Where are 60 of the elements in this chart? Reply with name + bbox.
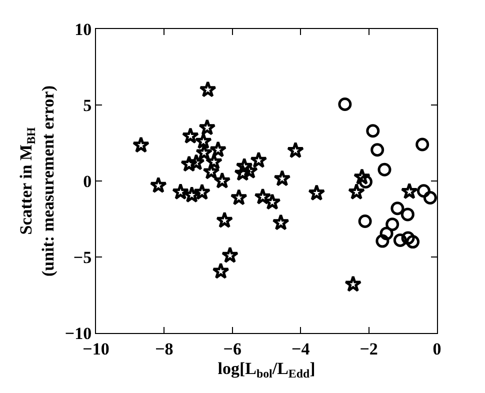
point bbox=[264, 193, 281, 210]
point bbox=[366, 124, 380, 138]
point bbox=[338, 97, 352, 111]
point bbox=[274, 170, 291, 186]
point bbox=[172, 183, 190, 200]
x-tick-label: −8 bbox=[155, 339, 174, 358]
point bbox=[416, 184, 430, 198]
point bbox=[202, 162, 220, 180]
x-axis-title: log[L$_{bol}$/L$_{Edd}$] bbox=[218, 358, 316, 380]
point bbox=[378, 162, 392, 176]
point bbox=[236, 158, 253, 174]
point bbox=[348, 183, 366, 200]
point bbox=[286, 142, 304, 158]
x-tick-label: −6 bbox=[223, 339, 242, 358]
y-tick-label: 5 bbox=[83, 96, 92, 115]
point bbox=[393, 234, 407, 248]
point bbox=[182, 127, 200, 144]
y-tick-label: 10 bbox=[74, 20, 92, 39]
y-tick-label: −10 bbox=[64, 324, 92, 343]
point bbox=[358, 214, 372, 228]
point bbox=[205, 153, 223, 170]
point bbox=[423, 190, 437, 204]
point bbox=[188, 154, 205, 170]
point bbox=[400, 182, 418, 200]
y-tick-label: 0 bbox=[83, 172, 92, 191]
point bbox=[406, 235, 420, 249]
point bbox=[193, 183, 211, 200]
point bbox=[400, 208, 414, 222]
point bbox=[212, 262, 230, 279]
point bbox=[358, 175, 372, 189]
point bbox=[132, 136, 150, 153]
x-tick-label: −4 bbox=[292, 339, 310, 358]
x-tick-label: 0 bbox=[432, 339, 442, 358]
point bbox=[254, 188, 272, 204]
point bbox=[194, 132, 212, 149]
point bbox=[416, 138, 430, 152]
point bbox=[221, 246, 239, 263]
point bbox=[308, 184, 326, 201]
point bbox=[214, 172, 231, 188]
point bbox=[150, 176, 167, 194]
x-tick-label: −2 bbox=[360, 339, 378, 358]
point bbox=[210, 140, 227, 158]
point bbox=[353, 168, 371, 185]
point bbox=[370, 143, 384, 157]
point bbox=[198, 118, 216, 136]
y-tick-label: −5 bbox=[73, 248, 92, 267]
point bbox=[183, 186, 200, 203]
point bbox=[401, 231, 415, 245]
point bbox=[180, 155, 198, 172]
point bbox=[344, 275, 362, 292]
point bbox=[199, 80, 216, 98]
point bbox=[386, 218, 400, 232]
point bbox=[272, 214, 290, 230]
point bbox=[230, 188, 248, 206]
point bbox=[250, 152, 268, 168]
point bbox=[376, 234, 390, 248]
point bbox=[380, 226, 394, 240]
point bbox=[234, 164, 252, 181]
point bbox=[216, 212, 234, 228]
point bbox=[390, 202, 404, 216]
